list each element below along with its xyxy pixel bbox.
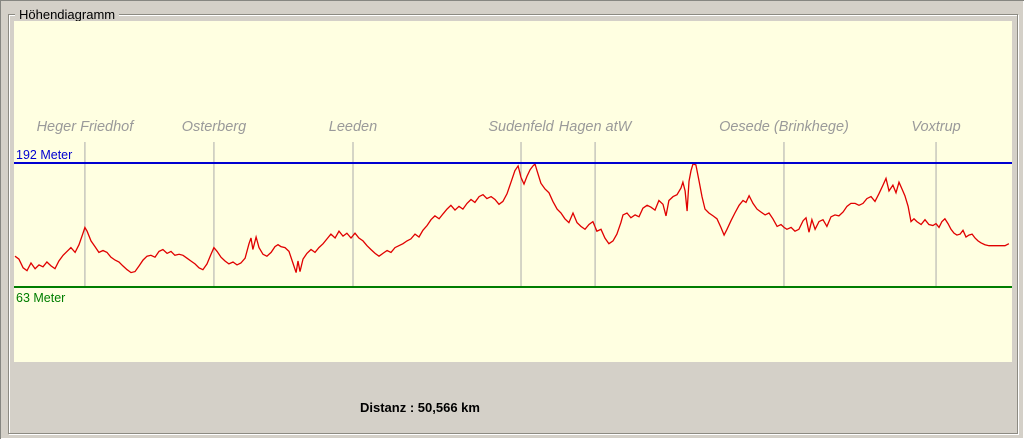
waypoint-label: Oesede (Brinkhege) — [719, 119, 849, 135]
stat-row-distanz: Distanz : 50,566 km — [360, 399, 482, 417]
waypoint-label: Osterberg — [182, 119, 246, 135]
stat-separator: : — [406, 400, 418, 415]
groupbox-hoehendiagramm: Höhendiagramm Heger Friedhof Osterberg Lee… — [8, 7, 1018, 434]
elevation-chart-svg: Heger Friedhof Osterberg Leeden Sudenfeld Ha… — [14, 119, 1012, 305]
waypoint-label: Voxtrup — [911, 119, 960, 135]
waypoint-label: Hagen atW — [559, 119, 633, 135]
stat-value: 50,566 km — [417, 400, 480, 415]
waypoint-label: Sudenfeld — [488, 119, 554, 135]
stats-block: Distanz : 50,566 km Steigung : 910,20 m … — [360, 364, 482, 439]
elevation-chart: Heger Friedhof Osterberg Leeden Sudenfeld Ha… — [14, 21, 1012, 362]
min-elevation-label: 63 Meter — [16, 291, 65, 305]
max-elevation-label: 192 Meter — [16, 148, 72, 162]
groupbox-title: Höhendiagramm — [15, 7, 120, 22]
waypoint-label: Heger Friedhof — [37, 119, 136, 135]
stat-label: Distanz — [360, 400, 407, 415]
elevation-profile-line — [14, 162, 1010, 274]
waypoint-label: Leeden — [329, 119, 377, 135]
